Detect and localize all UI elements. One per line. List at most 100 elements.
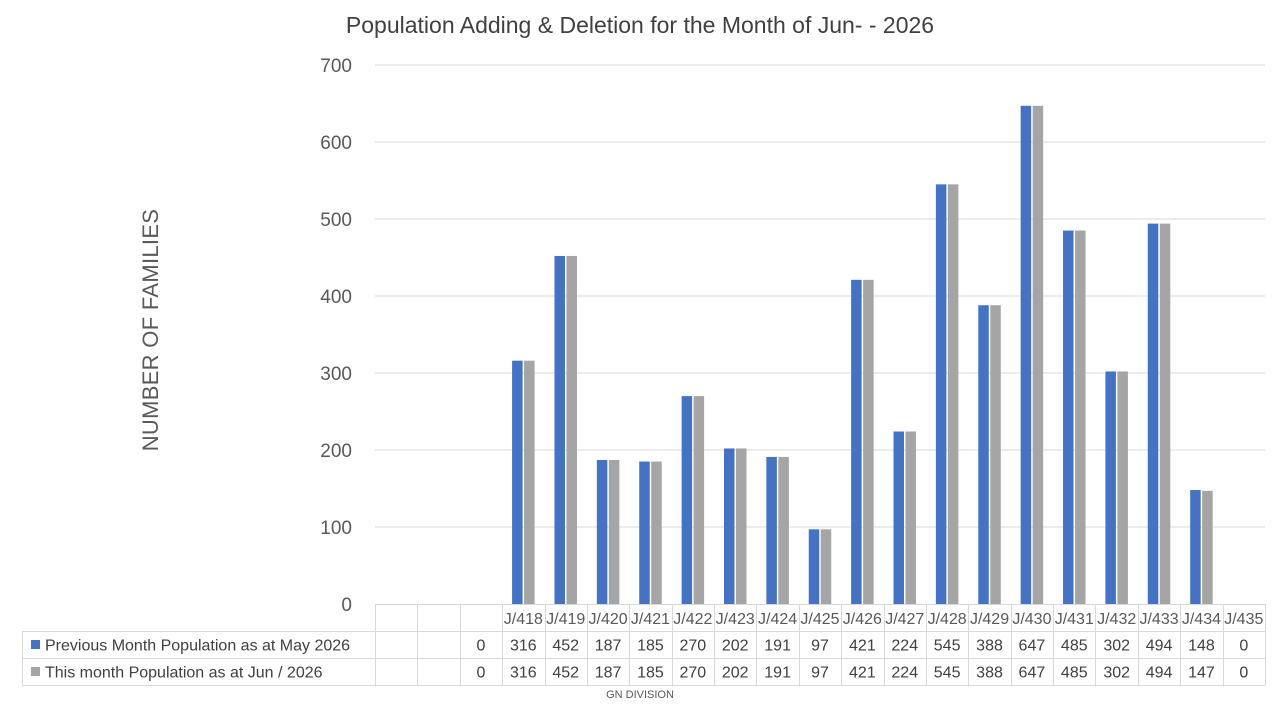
category-label: J/433 [1139,611,1178,628]
data-table-value: 191 [764,638,791,655]
data-table-value: 316 [510,665,537,682]
bar [808,529,820,604]
data-table-value: 647 [1019,638,1046,655]
y-tick-label: 600 [320,133,352,154]
bar [990,305,1001,604]
bar [524,360,535,604]
category-label: J/420 [589,611,628,628]
y-tick-label: 400 [320,287,352,308]
data-table-value: 421 [849,638,876,655]
category-label: J/426 [843,611,882,628]
bar [723,448,735,604]
data-table-value: 185 [637,665,664,682]
bar [1105,371,1116,604]
x-axis-label: GN DIVISION [606,689,674,701]
bar [851,279,862,604]
y-axis-ticks: 0 100 200 300 400 500 600 700 [320,56,352,616]
bar [639,461,650,604]
bar [554,255,565,604]
bar [1063,230,1074,605]
data-table-value: 302 [1103,665,1130,682]
bar [1032,105,1044,604]
bar [651,461,662,604]
bar [935,184,947,604]
bar [1202,490,1213,604]
data-table-value: 388 [976,665,1003,682]
bar [1190,490,1201,604]
data-table-value: 485 [1061,665,1088,682]
legend-entry: This month Population as at Jun / 2026 [45,665,323,682]
data-table-value: 148 [1188,638,1215,655]
data-table-value: 191 [764,665,791,682]
category-label: J/419 [546,611,585,628]
data-table-value: 494 [1146,665,1173,682]
bar [1159,223,1171,604]
data-table-value: 485 [1061,638,1088,655]
bar [1147,223,1159,604]
data-table-value: 97 [811,665,829,682]
data-table-value: 647 [1019,665,1046,682]
bar [566,255,577,604]
data-table-value: 494 [1146,638,1173,655]
data-table-value: 0 [476,665,485,682]
category-label: J/435 [1224,611,1263,628]
data-table-value: 316 [510,638,537,655]
chart-title: Population Adding & Deletion for the Mon… [345,12,935,38]
bar [1020,105,1032,604]
bar [693,396,705,604]
category-label: J/424 [758,611,797,628]
category-label: J/427 [885,611,924,628]
data-table: J/418 J/419 J/420 J/421 J/422 J/423 J/424 J/425… [22,604,1266,686]
bar [905,431,917,604]
data-table-value: 0 [1239,665,1248,682]
bar [766,456,777,604]
category-label: J/425 [800,611,839,628]
category-label: J/430 [1012,611,1051,628]
legend-entry: Previous Month Population as at May 2026 [45,638,350,655]
data-table-value: 545 [934,638,961,655]
category-label: J/434 [1182,611,1221,628]
data-table-value: 224 [891,665,918,682]
data-table-value: 545 [934,665,961,682]
data-table-value: 270 [680,638,707,655]
y-tick-label: 200 [320,441,352,462]
category-label: J/431 [1055,611,1094,628]
category-label: J/428 [928,611,967,628]
bar [1117,371,1128,604]
category-label: J/429 [970,611,1009,628]
y-tick-label: 700 [320,56,352,77]
data-table-value: 147 [1188,665,1215,682]
bar [863,279,874,604]
bars [512,105,1213,605]
y-tick-label: 500 [320,210,352,231]
category-label: J/422 [673,611,712,628]
bar [608,460,620,604]
data-table-value: 421 [849,665,876,682]
data-table-value: 388 [976,638,1003,655]
data-table-value: 452 [552,638,579,655]
bar [820,529,832,604]
bar [512,360,523,604]
y-tick-label: 300 [320,364,352,385]
gridlines [375,64,1265,528]
bar [735,448,747,604]
data-table-value: 187 [595,665,622,682]
data-table-value: 202 [722,665,749,682]
category-label: J/432 [1097,611,1136,628]
bar [681,396,693,604]
data-table-value: 202 [722,638,749,655]
y-tick-label: 0 [341,595,352,616]
y-tick-label: 100 [320,518,352,539]
bar [947,184,959,604]
data-table-value: 187 [595,638,622,655]
category-label: J/423 [716,611,755,628]
data-table-value: 452 [552,665,579,682]
data-table-value: 224 [891,638,918,655]
category-label: J/421 [631,611,670,628]
bar [596,460,608,604]
legend-key [31,667,40,676]
bar [978,305,989,604]
data-table-value: 185 [637,638,664,655]
data-table-value: 0 [476,638,485,655]
